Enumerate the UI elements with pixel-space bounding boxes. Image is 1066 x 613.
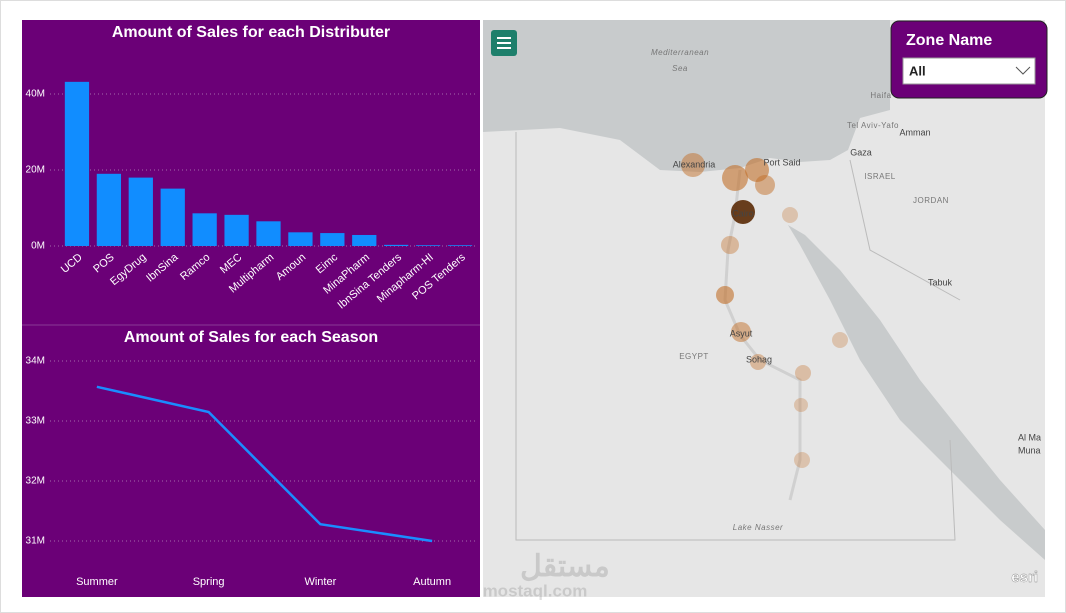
map-borders <box>515 132 961 541</box>
left-panel <box>22 20 480 597</box>
y-tick-label: 20M <box>26 165 45 176</box>
heat-blobs <box>681 153 848 468</box>
bar <box>256 221 281 246</box>
bar <box>288 232 313 246</box>
chart-title: Amount of Sales for each Distributer <box>112 24 390 41</box>
bar <box>64 81 90 246</box>
x-tick-label: Summer <box>76 576 118 588</box>
map-label: Asyut <box>730 328 753 338</box>
zone-slicer[interactable]: Zone Name All <box>890 20 1048 99</box>
bar <box>192 213 217 246</box>
y-tick-label: 34M <box>26 356 45 367</box>
map-label: Sea <box>672 64 688 73</box>
bar <box>320 233 345 246</box>
y-tick-label: 0M <box>31 241 45 252</box>
dropdown-arrow <box>1015 66 1031 75</box>
y-tick-label: 33M <box>26 416 45 427</box>
map-label: Sohag <box>746 354 772 364</box>
slicer-dropdown[interactable] <box>902 57 1036 85</box>
y-tick-label: 31M <box>26 536 45 547</box>
map: Mediterranean Sea Alexandria Port Said C… <box>483 20 1045 597</box>
map-label: Tel Aviv-Yafo <box>847 121 899 130</box>
map-label: Muna <box>1018 445 1041 455</box>
x-tick-label: Spring <box>193 576 225 588</box>
menu-icon <box>497 37 511 49</box>
y-tick-label: 32M <box>26 476 45 487</box>
map-label: Port Said <box>763 157 800 167</box>
line <box>96 385 433 543</box>
map-label: Haifa <box>870 91 891 100</box>
bar <box>447 245 473 246</box>
map-sea <box>483 20 890 172</box>
map-label: Alexandria <box>673 159 716 169</box>
slicer-value: All <box>909 63 926 78</box>
map-label: Al Ma <box>1018 432 1041 442</box>
bar <box>128 177 153 246</box>
map-label: ISRAEL <box>864 172 896 181</box>
map-credit: esri <box>1011 569 1038 586</box>
x-tick-label: Autumn <box>413 576 451 588</box>
map-label: Amman <box>899 127 930 137</box>
y-tick-label: 40M <box>26 89 45 100</box>
map-label: Gaza <box>850 147 872 157</box>
map-label: EGYPT <box>679 352 709 361</box>
map-label: JORDAN <box>913 196 949 205</box>
slicer-title: Zone Name <box>906 32 992 49</box>
bar <box>224 214 249 246</box>
bar <box>352 234 377 246</box>
map-label: Tabuk <box>928 277 953 287</box>
watermark: مستقل <box>520 550 610 583</box>
bar <box>160 188 185 246</box>
bar <box>96 173 122 246</box>
x-tick-label: Winter <box>304 576 336 588</box>
watermark: mostaql.com <box>483 581 588 600</box>
map-label: Cairo <box>732 208 754 218</box>
bar <box>415 245 441 246</box>
chart-title: Amount of Sales for each Season <box>124 329 378 346</box>
map-label: Lake Nasser <box>733 523 783 532</box>
map-label: Mediterranean <box>651 48 709 57</box>
bar <box>384 244 409 246</box>
map-red-sea <box>788 225 1045 560</box>
